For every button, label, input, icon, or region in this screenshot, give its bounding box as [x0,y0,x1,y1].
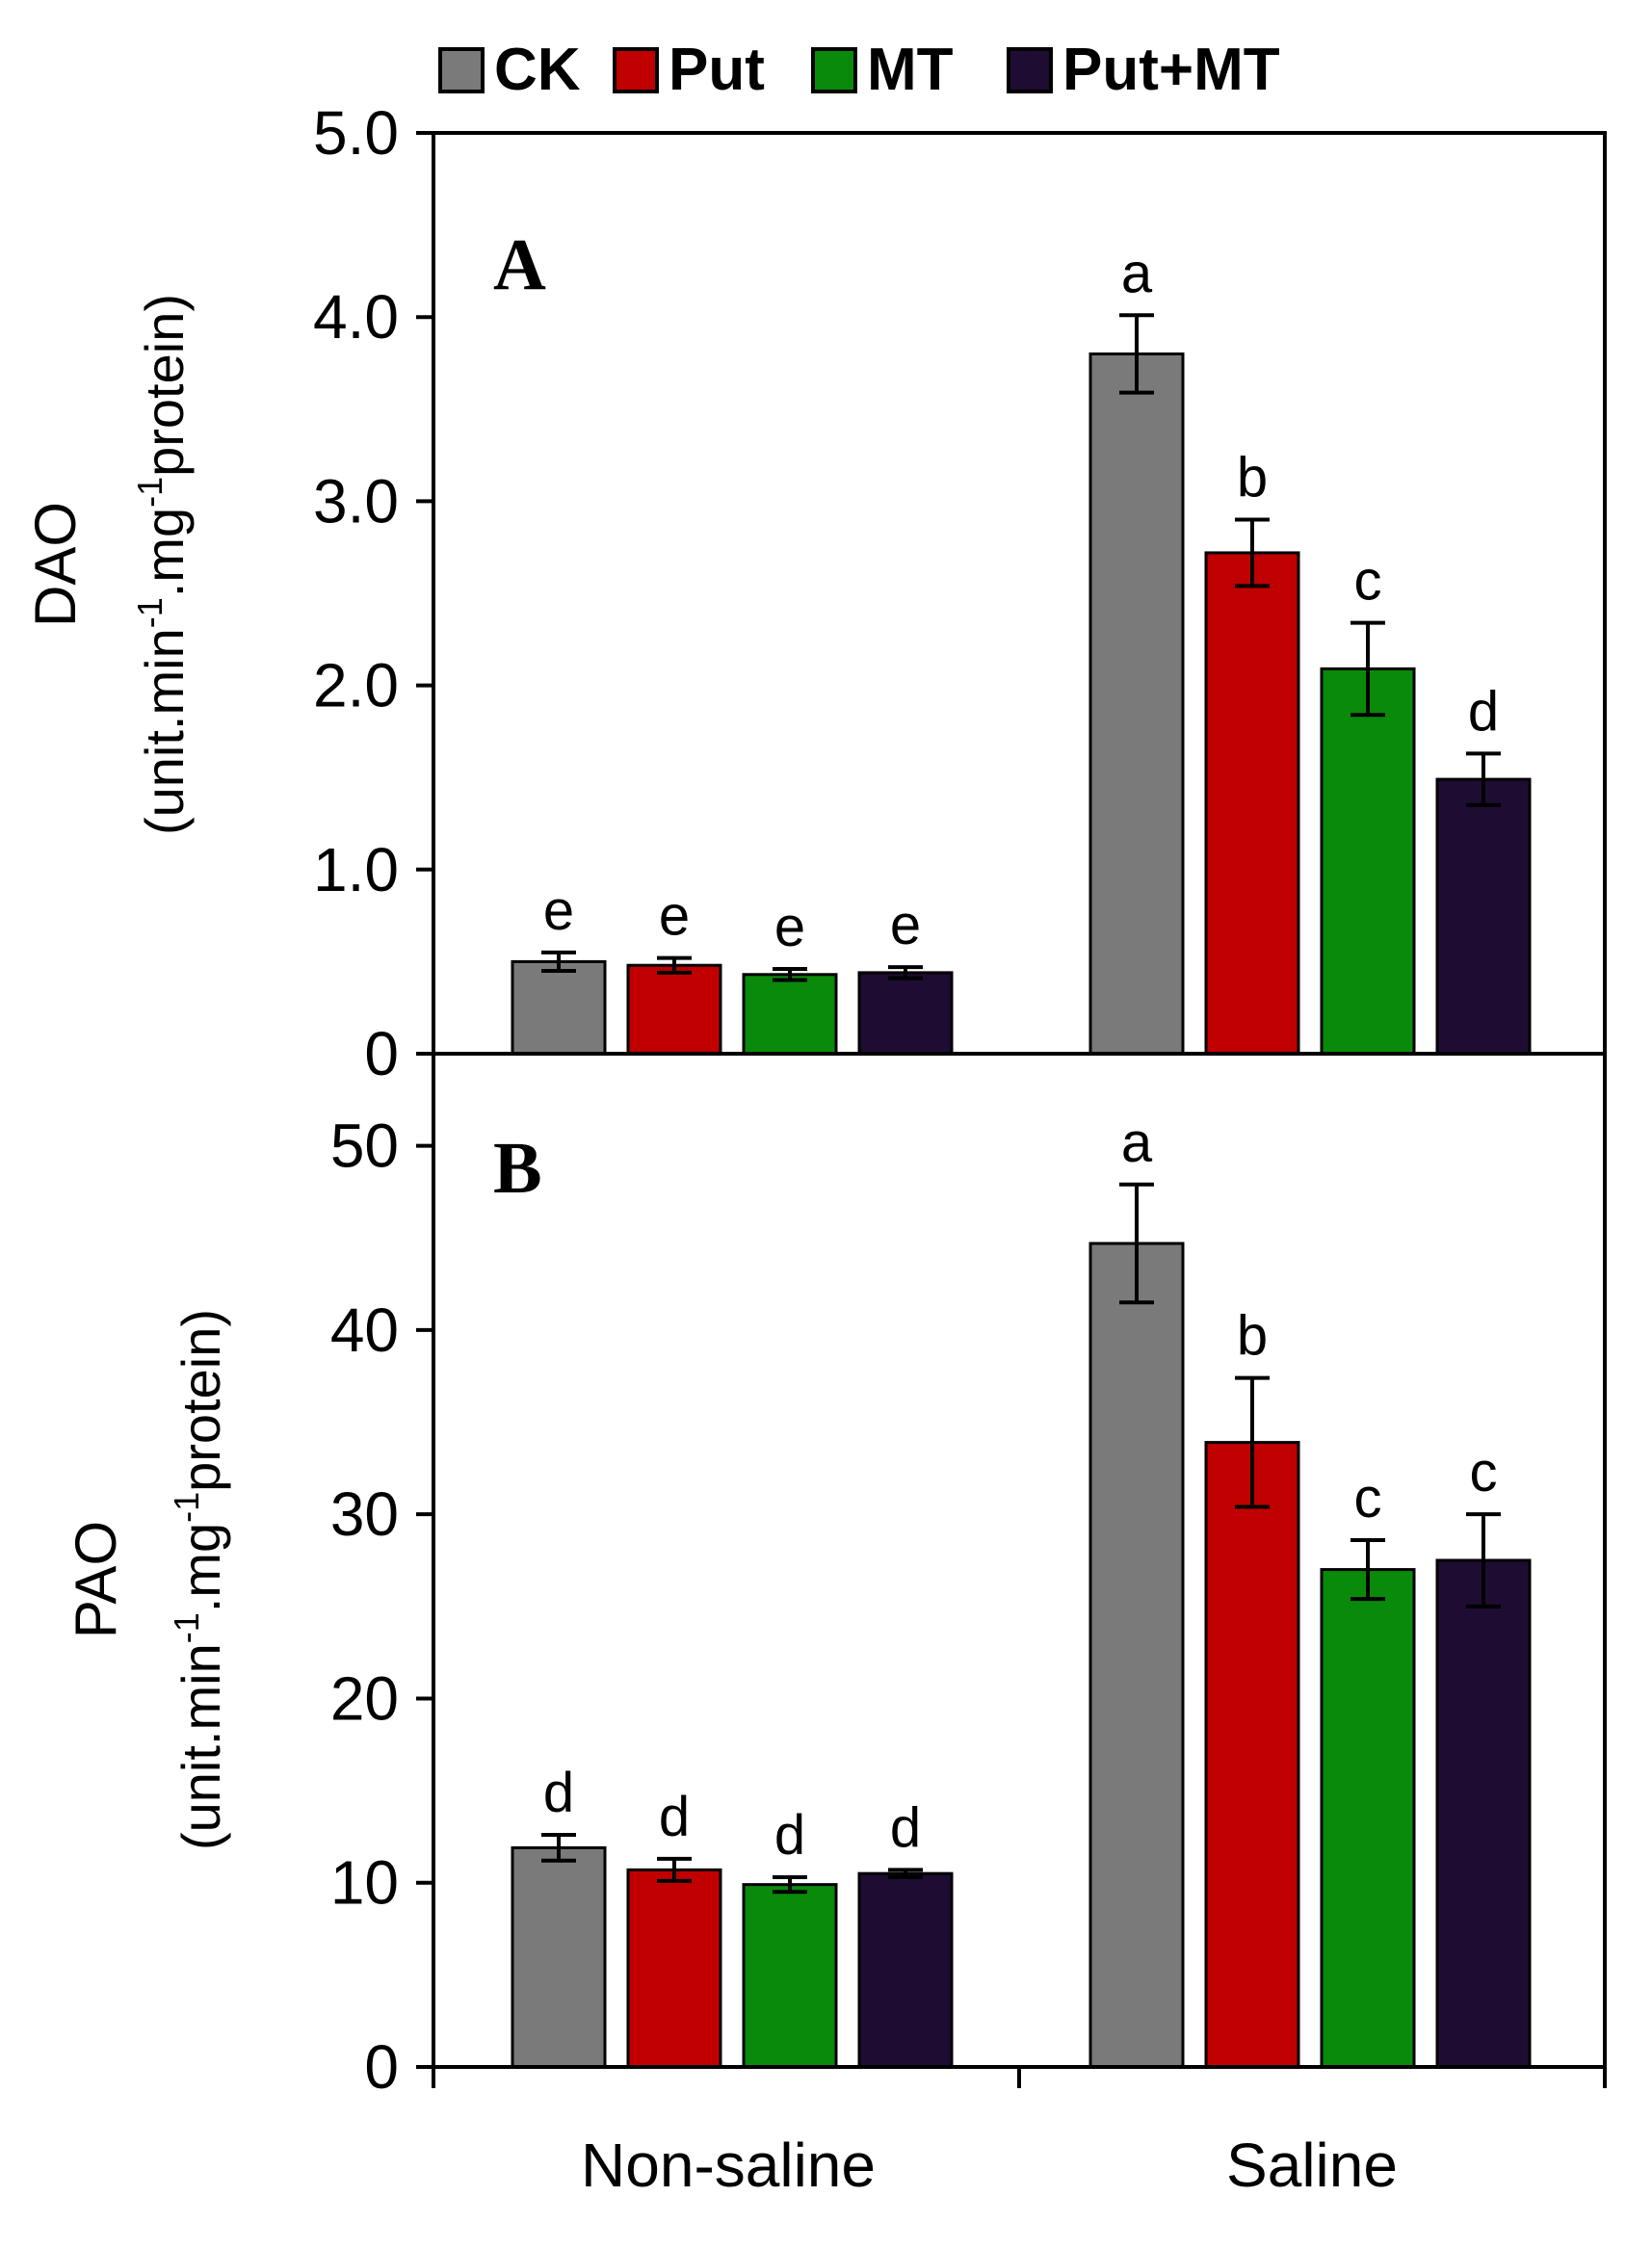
legend-item-put: Put [613,37,765,104]
legend-swatch-put [613,47,659,93]
panel-a-ylabel-units: (unit.min-1.mg-1protein) [130,294,195,835]
bar-a-ck-saline [1088,352,1185,1056]
significance-letter-a-ck-saline: a [1121,242,1153,304]
panel-b-ylabel-main: PAO [64,1521,128,1638]
legend-swatch-mt [811,47,857,93]
legend-label-mt: MT [867,37,954,103]
significance-letter-a-ck-non-saline: e [543,879,574,942]
panel-a-y-tick-label: 4.0 [313,282,399,352]
panel-a-y-tick-label: 5.0 [313,98,399,168]
bar-b-put-saline [1204,1441,1300,2069]
panel-a-letter: A [493,224,546,305]
panel-b-y-tick-label: 30 [330,1479,399,1549]
legend-item-put-mt: Put+MT [1007,37,1280,104]
ylabel-units-part: .mg [134,508,195,597]
bar-b-ck-non-saline [511,1845,607,2069]
panel-a-ylabel-main: DAO [23,502,88,627]
significance-letter-b-ck-non-saline: d [543,1762,574,1824]
panel-a-y-tick-label: 2.0 [313,651,399,720]
bar-a-put-non-saline [626,963,722,1056]
bar-b-ck-saline [1088,1242,1185,2069]
x-category-label-saline: Saline [1226,2131,1398,2200]
bar-a-put-mt-saline [1435,777,1532,1056]
bar-b-put-non-saline [626,1868,722,2069]
panel-b-y-tick-label: 20 [330,1663,399,1733]
bar-b-put-mt-non-saline [857,1871,954,2069]
significance-letter-b-put-mt-non-saline: d [890,1796,921,1859]
significance-letter-b-mt-saline: c [1354,1467,1382,1530]
bar-b-mt-non-saline [742,1883,838,2069]
panel-b-y-tick-label: 40 [330,1295,399,1365]
significance-letter-b-ck-saline: a [1121,1111,1153,1174]
ylabel-units-part: -1 [130,477,170,508]
panel-a-y-tick-label: 0 [364,1019,399,1088]
significance-letter-a-mt-saline: c [1354,550,1382,613]
significance-letter-a-put-saline: b [1237,447,1268,510]
significance-letter-b-put-mt-saline: c [1470,1441,1498,1504]
panel-b-y-tick-label: 0 [364,2032,399,2102]
ylabel-units-part: -1 [130,597,170,628]
ylabel-units-part: protein) [134,294,195,477]
ylabel-units-part: -1 [167,1492,206,1523]
significance-letter-a-put-mt-saline: d [1468,680,1499,743]
bar-a-ck-non-saline [511,959,607,1056]
panel-b-y-tick-label: 10 [330,1848,399,1918]
legend-item-mt: MT [811,37,954,104]
ylabel-units-part: protein) [170,1309,231,1492]
ylabel-units-part: (unit.min [170,1643,231,1850]
bar-b-mt-saline [1320,1568,1416,2069]
significance-letter-a-put-non-saline: e [659,885,690,948]
significance-letter-a-mt-non-saline: e [774,896,805,958]
legend-label-put: Put [669,37,765,103]
legend-label-put-mt: Put+MT [1062,37,1280,103]
panel-b-y-tick-label: 50 [330,1111,399,1181]
panel-b-ylabel-units: (unit.min-1.mg-1protein) [167,1309,231,1850]
bar-a-mt-saline [1320,667,1416,1056]
panel-a-y-tick-label: 3.0 [313,466,399,536]
significance-letter-a-put-mt-non-saline: e [890,894,921,956]
ylabel-units-part: (unit.min [134,628,195,835]
panel-b-frame [432,1052,1607,2069]
x-category-label-non-saline: Non-saline [581,2131,876,2200]
panel-a-frame [432,131,1607,1056]
bar-a-mt-non-saline [742,973,838,1056]
panel-a-y-tick-label: 1.0 [313,835,399,904]
legend: CK Put MT Put+MT [0,0,1652,125]
significance-letter-b-put-saline: b [1237,1305,1268,1368]
panel-b-letter: B [493,1128,542,1209]
ylabel-units-part: .mg [170,1523,231,1612]
ylabel-units-part: -1 [167,1612,206,1643]
bar-a-put-saline [1204,551,1300,1056]
legend-swatch-ck [438,47,485,93]
legend-item-ck: CK [438,37,581,104]
bar-b-put-mt-saline [1435,1558,1532,2069]
bar-a-put-mt-non-saline [857,971,954,1056]
significance-letter-b-mt-non-saline: d [774,1804,805,1867]
legend-swatch-put-mt [1007,47,1053,93]
legend-label-ck: CK [494,37,581,103]
significance-letter-b-put-non-saline: d [659,1786,690,1848]
